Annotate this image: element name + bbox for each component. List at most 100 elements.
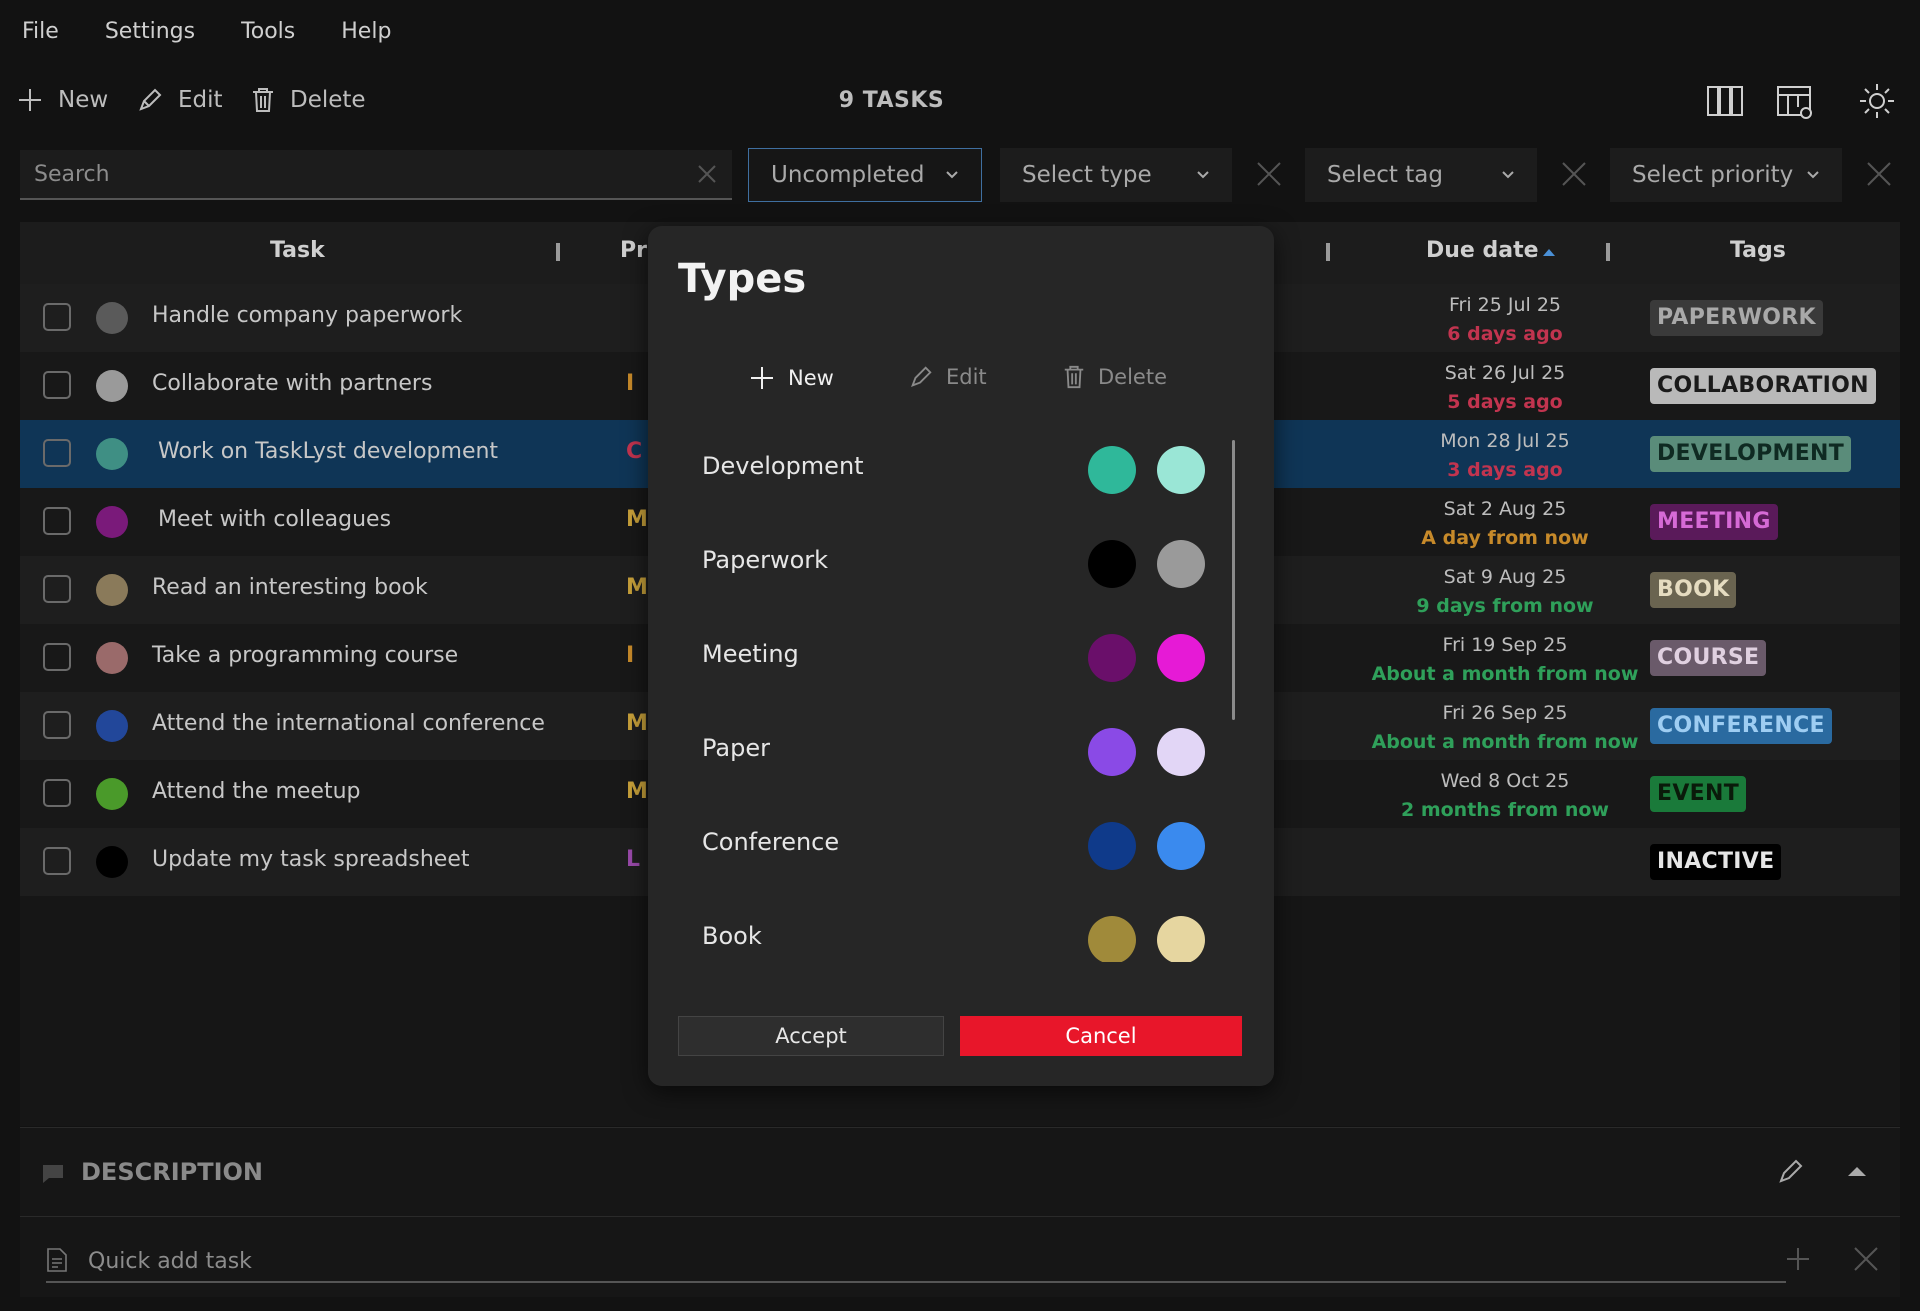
primary-color-swatch[interactable] [1088,446,1136,494]
type-list-item[interactable]: Conference [648,798,1274,892]
edit-task-button[interactable]: Edit [136,86,223,114]
delete-task-button[interactable]: Delete [250,86,366,114]
task-tag: COLLABORATION [1650,368,1876,404]
chevron-down-icon [1807,171,1819,179]
menu-file[interactable]: File [22,18,59,44]
search-field[interactable]: Search [20,150,732,200]
type-name: Book [702,922,762,950]
quick-add-input[interactable]: Quick add task [46,1235,1786,1283]
type-color-dot [96,642,128,674]
delete-task-label: Delete [290,87,366,113]
task-priority: M [626,711,648,736]
task-tag: PAPERWORK [1650,300,1823,336]
type-list-item[interactable]: Book [648,892,1274,962]
primary-color-swatch[interactable] [1088,822,1136,870]
menu-tools[interactable]: Tools [241,18,296,44]
priority-filter-dropdown[interactable]: Select priority [1610,148,1842,202]
chevron-down-icon [1502,171,1514,179]
task-priority: M [626,575,648,600]
task-name: Take a programming course [152,643,459,668]
menu-settings[interactable]: Settings [104,18,196,44]
edit-type-button[interactable]: Edit [908,364,987,390]
type-filter-dropdown[interactable]: Select type [1000,148,1232,202]
table-row[interactable]: Take a programming course I Fri 19 Sep 25 A… [20,624,1900,692]
type-color-dot [96,302,128,334]
task-checkbox[interactable] [43,643,71,671]
column-resize-handle[interactable] [1326,243,1330,261]
clear-quick-add-icon[interactable] [1852,1245,1880,1273]
task-priority: M [626,779,648,804]
clear-tag-icon[interactable] [1560,160,1588,188]
description-panel: DESCRIPTION [20,1127,1900,1216]
type-list-item[interactable]: Paperwork [648,516,1274,610]
new-task-button[interactable]: New [16,86,108,114]
primary-color-swatch[interactable] [1088,728,1136,776]
types-dialog: Types New Edit Delete Development Paperwo… [648,226,1274,1086]
type-list-item[interactable]: Development [648,422,1274,516]
task-tag: DEVELOPMENT [1650,436,1852,472]
type-color-dot [96,778,128,810]
delete-type-button[interactable]: Delete [1062,364,1167,390]
due-date-value: Sat 2 Aug 25 [1443,498,1567,520]
clear-search-icon[interactable] [696,163,718,185]
column-resize-handle[interactable] [1606,243,1610,261]
clear-type-icon[interactable] [1255,160,1283,188]
task-name: Read an interesting book [152,575,428,600]
due-date-value: Wed 8 Oct 25 [1440,770,1570,792]
primary-color-swatch[interactable] [1088,540,1136,588]
task-checkbox[interactable] [43,847,71,875]
column-resize-handle[interactable] [556,243,560,261]
delete-type-label: Delete [1098,365,1167,389]
column-task[interactable]: Task [270,238,325,263]
columns-icon[interactable] [1706,84,1744,118]
task-checkbox[interactable] [43,303,71,331]
column-due-date[interactable]: Due date [1426,238,1539,263]
edit-type-label: Edit [946,365,987,389]
primary-color-swatch[interactable] [1088,634,1136,682]
add-icon[interactable] [1784,1245,1812,1273]
pencil-icon [139,88,162,111]
types-scrollbar[interactable] [1232,440,1235,720]
tag-filter-value: Select tag [1327,162,1443,188]
secondary-color-swatch[interactable] [1157,540,1205,588]
task-tag: MEETING [1650,504,1778,540]
column-tags[interactable]: Tags [1730,238,1786,263]
status-filter-dropdown[interactable]: Uncompleted [748,148,982,202]
clear-priority-icon[interactable] [1865,160,1893,188]
table-settings-icon[interactable] [1776,84,1814,120]
task-checkbox[interactable] [43,439,71,467]
secondary-color-swatch[interactable] [1157,822,1205,870]
primary-color-swatch[interactable] [1088,916,1136,962]
new-type-button[interactable]: New [748,364,834,392]
secondary-color-swatch[interactable] [1157,728,1205,776]
type-list-item[interactable]: Paper [648,704,1274,798]
task-due-date: Sat 26 Jul 25 5 days ago [1355,359,1655,417]
task-tag: CONFERENCE [1650,708,1832,744]
new-type-label: New [788,366,834,390]
theme-sun-icon[interactable] [1858,82,1896,120]
task-checkbox[interactable] [43,575,71,603]
task-name: Attend the international conference [152,711,545,736]
accept-button[interactable]: Accept [678,1016,944,1056]
type-list-item[interactable]: Meeting [648,610,1274,704]
menu-help[interactable]: Help [341,18,392,44]
cancel-button[interactable]: Cancel [960,1016,1242,1056]
type-color-dot [96,438,128,470]
secondary-color-swatch[interactable] [1157,634,1205,682]
task-checkbox[interactable] [43,371,71,399]
task-checkbox[interactable] [43,507,71,535]
task-checkbox[interactable] [43,779,71,807]
due-date-relative: 9 days from now [1416,595,1594,617]
edit-description-icon[interactable] [1776,1156,1806,1186]
task-checkbox[interactable] [43,711,71,739]
task-priority: L [626,847,641,872]
status-filter-value: Uncompleted [771,162,925,188]
secondary-color-swatch[interactable] [1157,446,1205,494]
tag-filter-dropdown[interactable]: Select tag [1305,148,1537,202]
collapse-chevron-icon[interactable] [1846,1164,1868,1178]
due-date-value: Sat 9 Aug 25 [1443,566,1567,588]
task-tag: COURSE [1650,640,1767,676]
task-name: Work on TaskLyst development [158,439,499,464]
secondary-color-swatch[interactable] [1157,916,1205,962]
task-due-date: Fri 26 Sep 25 About a month from now [1355,699,1655,757]
